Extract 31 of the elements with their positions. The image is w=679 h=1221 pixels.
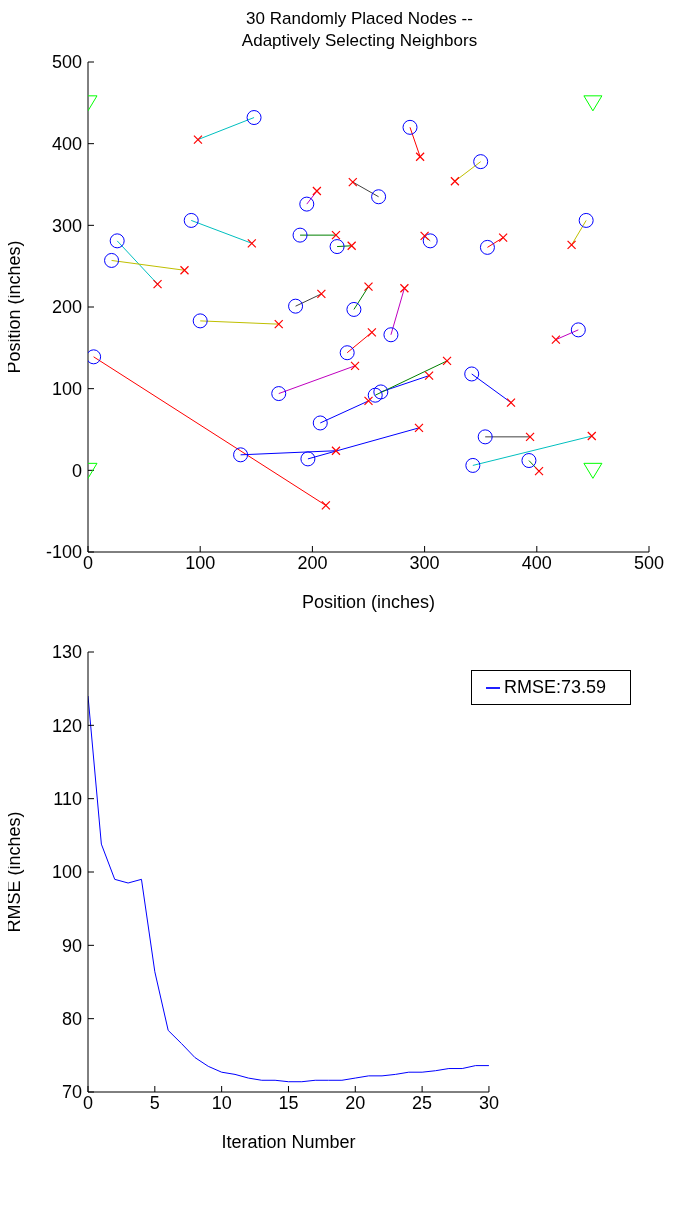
x-tick-label: 300 (409, 552, 440, 573)
y-tick-label: 0 (71, 460, 82, 481)
x-tick-label: 100 (185, 552, 216, 573)
x-tick-label: 20 (345, 1092, 366, 1113)
y-tick-label: 100 (51, 862, 82, 883)
x-tick-label: 30 (478, 1092, 499, 1113)
y-tick-label: -100 (45, 542, 82, 563)
x-tick-label: 15 (278, 1092, 299, 1113)
y-tick-label: 200 (51, 297, 82, 318)
chart-title: 30 Randomly Placed Nodes -- Adaptively Selecting Neighbors (240, 8, 479, 52)
x-tick-label: 25 (412, 1092, 433, 1113)
y-tick-label: 400 (51, 134, 82, 155)
x-tick-label: 5 (149, 1092, 160, 1113)
y-tick-label: 130 (51, 642, 82, 663)
y-axis-title: Position (inches) (4, 240, 25, 374)
x-axis-title: Iteration Number (221, 1132, 356, 1152)
x-tick-label: 200 (297, 552, 328, 573)
y-axis-title: RMSE (inches) (4, 811, 25, 933)
y-tick-label: 500 (51, 52, 82, 73)
y-tick-label: 80 (61, 1009, 82, 1030)
legend-label: RMSE:73.59 (503, 677, 606, 697)
x-tick-label: 500 (633, 552, 665, 573)
x-tick-label: 10 (211, 1092, 232, 1113)
x-axis-title: Position (inches) (301, 592, 436, 612)
y-tick-label: 100 (51, 379, 82, 400)
y-tick-label: 70 (61, 1082, 82, 1103)
y-tick-label: 90 (61, 935, 82, 956)
y-tick-label: 110 (53, 789, 82, 810)
y-tick-label: 300 (51, 215, 82, 236)
x-tick-label: 400 (521, 552, 552, 573)
y-tick-label: 120 (51, 715, 82, 736)
